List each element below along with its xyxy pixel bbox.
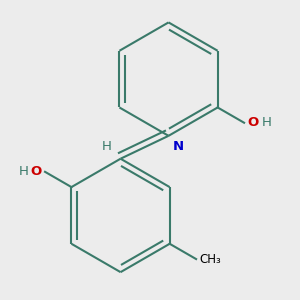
Text: N: N (173, 140, 184, 153)
Text: H: H (102, 140, 112, 153)
Text: O: O (31, 165, 42, 178)
Text: H: H (262, 116, 272, 129)
Text: CH₃: CH₃ (200, 253, 221, 266)
Text: O: O (248, 116, 259, 129)
Text: H: H (19, 165, 28, 178)
